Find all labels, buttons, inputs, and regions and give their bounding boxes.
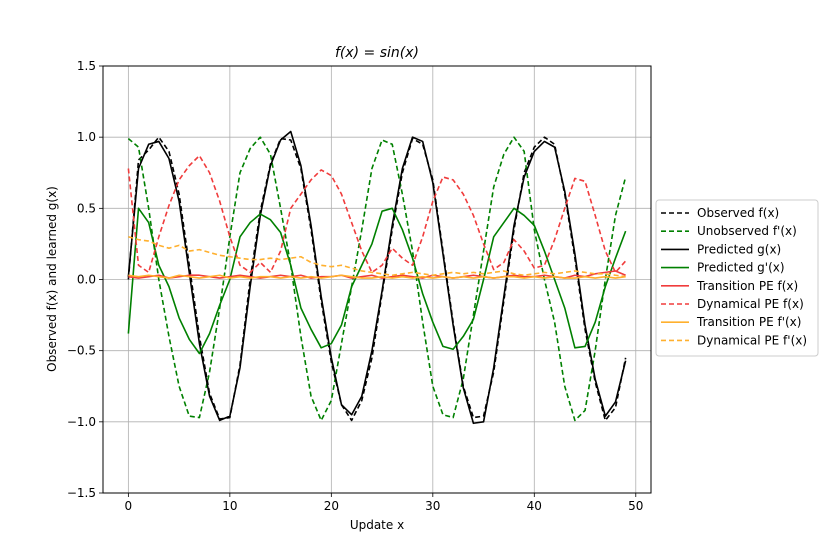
- series-line-transition-pe-f-x: [128, 274, 626, 279]
- axis-ticks: 0 10 20 30 40 50 −1.5 −1.0 −0.5 0.0 0.5 1.0 1.5: [67, 59, 644, 513]
- chart-title: f(x) = sin(x): [335, 45, 419, 61]
- series-line-observed-f-x: [127, 136, 627, 422]
- series-line-unobserved-f-x: [127, 136, 627, 422]
- legend-label: Predicted g'(x): [697, 261, 785, 275]
- legend-label: Dynamical PE f'(x): [697, 333, 807, 347]
- y-tick-label: 0.0: [77, 273, 96, 287]
- series-lines: [127, 130, 627, 425]
- x-axis-label: Update x: [350, 518, 404, 532]
- legend-label: Dynamical PE f(x): [697, 297, 804, 311]
- series-line-dynamical-pe-f-x: [127, 154, 627, 274]
- legend: Observed f(x) Unobserved f'(x) Predicted g…: [655, 199, 819, 357]
- legend-label: Observed f(x): [697, 206, 779, 220]
- x-tick-label: 0: [125, 499, 133, 513]
- x-tick-label: 50: [628, 499, 643, 513]
- y-tick-label: 1.0: [77, 130, 96, 144]
- legend-label: Predicted g(x): [697, 242, 781, 256]
- y-tick-label: −1.5: [67, 486, 96, 500]
- y-tick-label: 1.5: [77, 59, 96, 73]
- x-tick-label: 20: [324, 499, 339, 513]
- x-tick-label: 40: [527, 499, 542, 513]
- legend-label: Transition PE f(x): [696, 279, 798, 293]
- y-tick-label: −0.5: [67, 344, 96, 358]
- legend-entries: Observed f(x) Unobserved f'(x) Predicted g…: [661, 206, 807, 347]
- series-line-predicted-g-x: [127, 130, 627, 425]
- series-line-predicted-g-x: [127, 207, 627, 355]
- x-tick-label: 10: [222, 499, 237, 513]
- x-tick-label: 30: [425, 499, 440, 513]
- legend-label: Transition PE f'(x): [696, 315, 801, 329]
- series-line-dynamical-pe-f-x: [128, 236, 626, 278]
- y-tick-label: −1.0: [67, 415, 96, 429]
- y-axis-label: Observed f(x) and learned g(x): [45, 186, 59, 372]
- y-tick-label: 0.5: [77, 201, 96, 215]
- legend-label: Unobserved f'(x): [697, 224, 797, 238]
- legend-box: [655, 199, 819, 357]
